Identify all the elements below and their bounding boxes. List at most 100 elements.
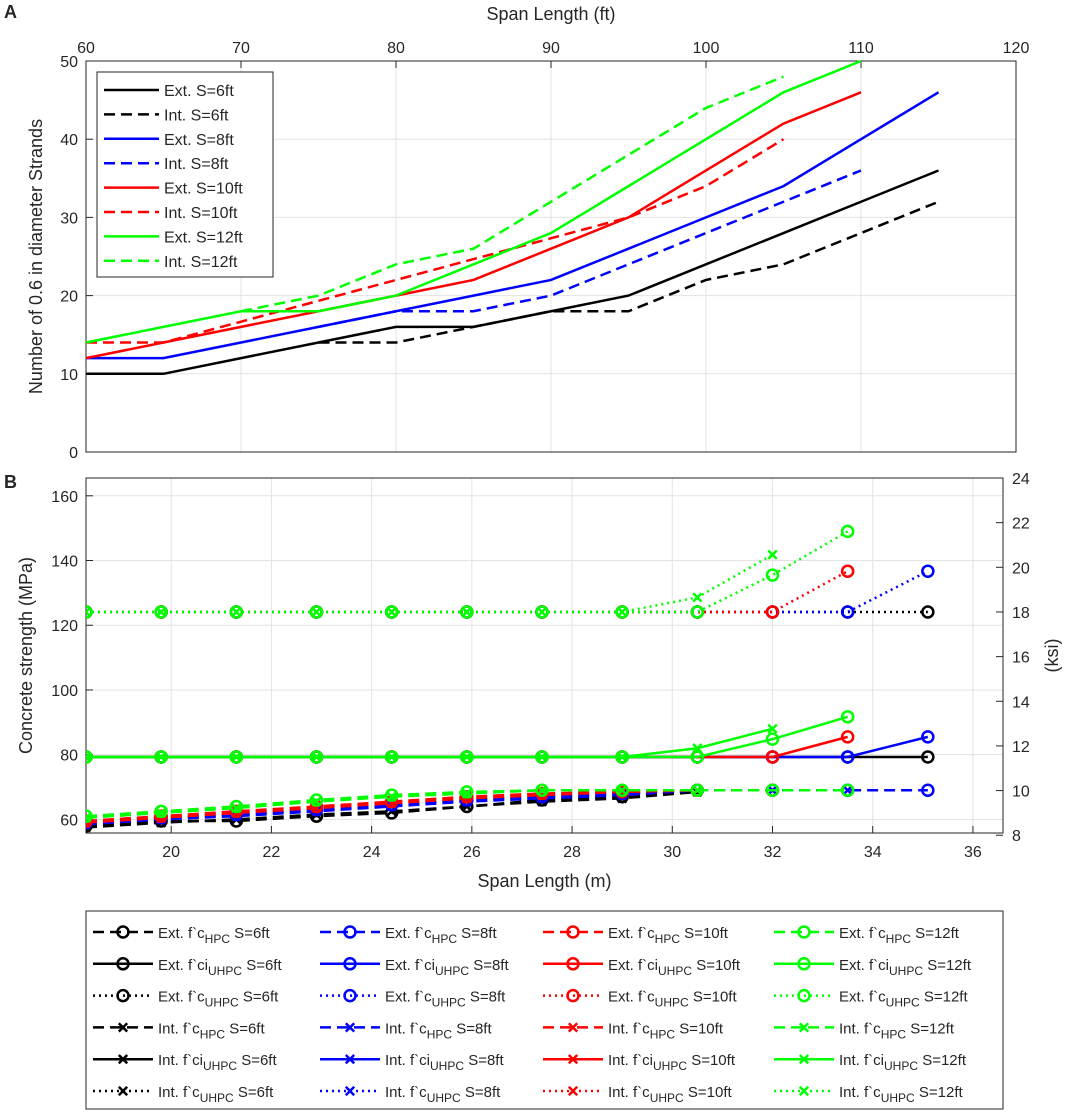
marker-x (567, 1022, 579, 1033)
tick-label-y: 160 (51, 489, 78, 506)
legend-b-label: Ext. f`cHPC S=8ft (385, 925, 497, 946)
series-line (86, 530, 849, 614)
tick-label-y-right: 18 (1012, 605, 1030, 622)
marker-circle (309, 605, 324, 619)
marker-x (767, 549, 778, 560)
legend-b-label-sub: UHPC (881, 1091, 915, 1105)
legend-b-label-tail: S=8ft (452, 1020, 492, 1037)
tick-label-y-right: 24 (1012, 471, 1030, 488)
series-line (86, 735, 929, 759)
tick-label-y-right: 14 (1012, 694, 1030, 711)
x-axis-label: Span Length (m) (477, 871, 611, 891)
legend-b-label: Int. f`cUHPC S=8ft (385, 1084, 501, 1105)
chart-b: 20 22 24 26 28 30 32 34 36 60 80 100 120 140 160 8 10 12 1… (16, 471, 1062, 891)
marker-circle (840, 564, 855, 578)
tick-label-y-right: 12 (1012, 739, 1030, 756)
tick-label-x: 80 (387, 40, 405, 57)
panel-label-b: B (4, 472, 17, 492)
marker-circle (765, 605, 780, 619)
marker-x (617, 785, 628, 796)
legend-b-label: Int. f`cUHPC S=6ft (158, 1084, 274, 1105)
y-axis-label: Number of 0.6 in diameter Strands (26, 119, 46, 394)
legend-b-label-tail: S=10ft (684, 1084, 733, 1101)
marker-x (311, 606, 322, 618)
legend-b-label: Ext. f`ciUHPC S=8ft (385, 957, 509, 978)
tick-label-y: 40 (60, 132, 78, 149)
tick-label-x: 110 (848, 40, 874, 57)
legend-b-label-sub: UHPC (205, 996, 239, 1010)
legend-b-label-main: Ext. f`c (385, 989, 432, 1006)
legend-b-label-sub: HPC (886, 932, 912, 946)
marker-circle (343, 957, 357, 971)
legend-b-label-main: Int. f`c (839, 1084, 881, 1101)
legend-b-label-tail: S=10ft (680, 925, 729, 942)
marker-circle (921, 783, 935, 798)
legend-b-label-sub: UHPC (650, 1091, 684, 1105)
marker-circle (343, 988, 357, 1003)
legend-b-label-tail: S=6ft (234, 1084, 274, 1101)
marker-circle (765, 783, 780, 798)
legend-b-label: Int. f`cHPC S=8ft (385, 1020, 492, 1041)
legend-b-label-main: Int. f`ci (608, 1052, 653, 1069)
legend-b-label-main: Ext. f`ci (608, 957, 658, 974)
legend-b-label-tail: S=10ft (675, 1020, 724, 1037)
legend-b-label-tail: S=8ft (466, 989, 506, 1006)
legend-b-label-sub: HPC (650, 1027, 676, 1041)
legend-b-label-tail: S=10ft (692, 957, 741, 974)
marker-x (156, 807, 167, 819)
legend-b-label-sub: UHPC (435, 964, 469, 978)
series-line (86, 727, 773, 759)
legend-b-label: Int. f`ciUHPC S=6ft (158, 1052, 277, 1073)
series-line (85, 91, 862, 360)
legend-b-label-main: Int. f`c (608, 1020, 650, 1037)
legend-b-label-main: Int. f`c (608, 1084, 650, 1101)
series-line (85, 59, 862, 344)
tick-label-x: 32 (764, 844, 782, 861)
tick-label-y: 10 (60, 367, 78, 384)
legend-a-box (96, 71, 274, 278)
tick-label-y-right: 20 (1012, 560, 1030, 577)
legend-b-label: Ext. f`cUHPC S=8ft (385, 989, 506, 1010)
marker-x (536, 606, 548, 618)
series-group (86, 524, 935, 833)
marker-x (842, 785, 853, 796)
marker-circle (921, 750, 935, 764)
marker-circle (797, 988, 811, 1003)
legend-b-label-sub: UHPC (653, 1059, 687, 1073)
legend-b-label-main: Int. f`c (158, 1020, 200, 1037)
marker-circle (154, 605, 168, 619)
legend-b-label: Int. f`cHPC S=6ft (158, 1020, 265, 1041)
marker-x (386, 606, 397, 618)
legend-b-label: Ext. f`ciUHPC S=10ft (608, 957, 741, 978)
legend-b-label-tail: S=6ft (230, 925, 270, 942)
marker-circle (86, 605, 93, 619)
x-axis-label: Span Length (ft) (486, 4, 615, 24)
marker-x (567, 1054, 579, 1065)
marker-x (311, 751, 322, 763)
legend-b-label-sub: UHPC (208, 964, 242, 978)
legend-b-label-tail: S=10ft (687, 1052, 736, 1069)
legend-b-label: Int. f`ciUHPC S=8ft (385, 1052, 504, 1073)
legend-a-label: Ext. S=6ft (164, 83, 234, 100)
marker-circle (840, 783, 855, 798)
legend-b-label-main: Int. f`ci (839, 1052, 884, 1069)
legend-b-label-main: Int. f`c (385, 1084, 427, 1101)
marker-x (692, 785, 703, 796)
legend-b-label-tail: S=8ft (469, 957, 509, 974)
legend-b-label-sub: HPC (881, 1027, 907, 1041)
marker-x (86, 606, 92, 618)
tick-label-x: 34 (864, 844, 882, 861)
legend-b-label-main: Int. f`ci (158, 1052, 203, 1069)
marker-circle (116, 957, 130, 971)
marker-circle (460, 785, 474, 799)
tick-label-x: 90 (542, 40, 560, 57)
legend-b-label-main: Ext. f`c (158, 925, 205, 942)
marker-circle (765, 750, 780, 764)
legend-b-label-main: Int. f`c (158, 1084, 200, 1101)
tick-label-y: 100 (51, 683, 78, 700)
y-axis-label-right: (ksi) (1042, 639, 1062, 673)
marker-circle (765, 568, 780, 582)
legend-b-label: Int. f`cHPC S=10ft (608, 1020, 724, 1041)
legend-b-label: Ext. f`cUHPC S=10ft (608, 989, 737, 1010)
